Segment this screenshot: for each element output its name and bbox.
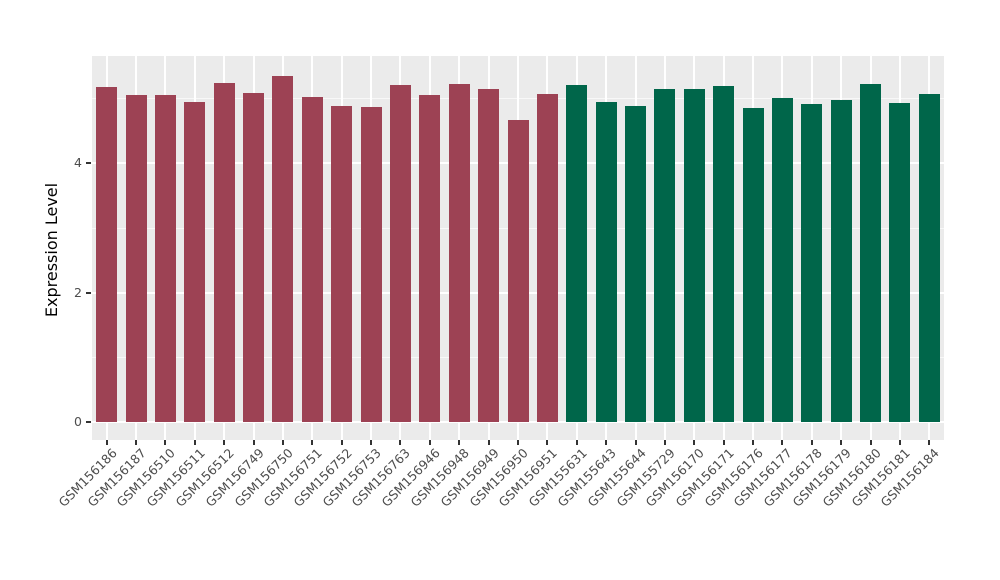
y-tick-mark: [86, 162, 91, 164]
bar-GSM155643: [595, 102, 617, 422]
bar-GSM156170: [683, 88, 705, 422]
bar-GSM156511: [184, 102, 206, 422]
x-tick-mark: [840, 440, 843, 445]
x-tick-mark: [722, 440, 725, 445]
bar-GSM156752: [331, 106, 353, 422]
bar-GSM156753: [360, 107, 382, 422]
x-tick-mark: [546, 440, 549, 445]
bar-GSM155644: [625, 106, 647, 422]
x-tick-mark: [663, 440, 666, 445]
x-tick-mark: [693, 440, 696, 445]
x-tick-mark: [311, 440, 314, 445]
bar-GSM156180: [860, 84, 882, 422]
bar-GSM156949: [478, 88, 500, 422]
bar-GSM156179: [830, 100, 852, 422]
bar-GSM156950: [507, 120, 529, 422]
x-tick-mark: [340, 440, 343, 445]
x-tick-mark: [869, 440, 872, 445]
bar-GSM156948: [448, 84, 470, 422]
y-tick-mark: [86, 421, 91, 423]
bar-GSM156187: [125, 95, 147, 422]
x-tick-mark: [634, 440, 637, 445]
x-tick-mark: [105, 440, 108, 445]
x-tick-mark: [781, 440, 784, 445]
x-tick-mark: [458, 440, 461, 445]
bar-GSM156951: [536, 94, 558, 422]
x-tick-mark: [193, 440, 196, 445]
bar-GSM156946: [419, 95, 441, 422]
x-tick-mark: [752, 440, 755, 445]
x-tick-mark: [810, 440, 813, 445]
x-tick-mark: [252, 440, 255, 445]
bar-GSM156510: [154, 95, 176, 422]
bar-GSM156178: [801, 104, 823, 422]
bar-GSM156512: [213, 83, 235, 422]
bar-GSM155729: [654, 88, 676, 422]
bar-GSM156181: [889, 103, 911, 422]
x-tick-mark: [428, 440, 431, 445]
x-tick-mark: [575, 440, 578, 445]
x-tick-mark: [605, 440, 608, 445]
bar-GSM156763: [389, 85, 411, 422]
y-tick-mark: [86, 291, 91, 294]
x-tick-mark: [517, 440, 519, 445]
y-tick-label: 0: [74, 414, 82, 429]
bar-GSM156171: [713, 85, 735, 422]
plot-panel: [92, 56, 944, 440]
bar-GSM156751: [301, 96, 323, 422]
x-tick-mark: [370, 440, 373, 445]
x-tick-mark: [281, 440, 284, 445]
bar-GSM155631: [566, 85, 588, 422]
x-tick-mark: [223, 440, 226, 445]
bar-GSM156186: [96, 87, 118, 422]
bar-GSM156184: [918, 94, 940, 422]
bar-GSM156750: [272, 75, 294, 422]
x-tick-mark: [399, 440, 402, 445]
y-axis-title: Expression Level: [42, 182, 61, 318]
x-tick-mark: [135, 440, 138, 445]
bar-GSM156177: [771, 97, 793, 422]
bar-GSM156176: [742, 107, 764, 422]
x-tick-mark: [487, 440, 490, 445]
bar-GSM156749: [243, 93, 265, 422]
x-tick-mark: [898, 440, 901, 445]
y-tick-label: 2: [74, 284, 82, 300]
y-tick-label: 4: [74, 155, 82, 170]
x-tick-mark: [164, 440, 167, 445]
x-tick-mark: [928, 440, 931, 445]
